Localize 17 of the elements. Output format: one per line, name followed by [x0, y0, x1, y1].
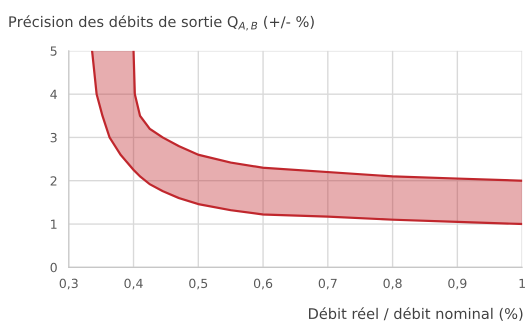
x-tick-label: 0,3 — [60, 278, 78, 290]
x-tick-label: 0,4 — [124, 278, 143, 290]
x-tick-label: 0,5 — [189, 278, 208, 290]
x-tick-label: 0,9 — [448, 278, 466, 290]
line-series — [132, 50, 522, 182]
y-tick-label: 1 — [51, 220, 57, 229]
x-tick-label: 0,6 — [254, 278, 272, 290]
y-tick-label: 0 — [50, 262, 57, 272]
y-tick-label: 2 — [50, 176, 56, 186]
y-tick-label: 5 — [50, 46, 57, 56]
y-tick-label: 3 — [50, 132, 57, 142]
y-tick-label: 4 — [50, 90, 57, 99]
x-tick-label: 1 — [520, 278, 525, 288]
x-tick-label: 0,8 — [383, 278, 402, 290]
x-tick-label: 0,7 — [318, 278, 337, 290]
x-axis-title: Débit réel / débit nominal (%) — [309, 307, 522, 321]
chart-title: Précision des débits de sortie Q$_{A,B}$ (+/- %) — [9, 15, 314, 31]
